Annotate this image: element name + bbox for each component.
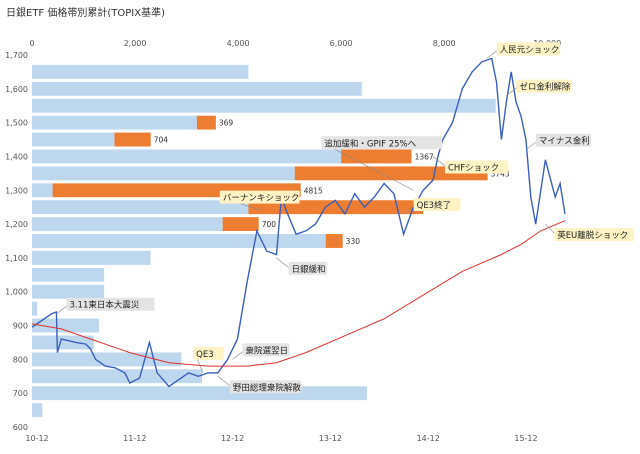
volume-bar-base (32, 403, 43, 418)
annotation-label: 英EU離脱ショック (557, 230, 628, 241)
annotation-box (242, 343, 290, 357)
volume-bar-added (248, 200, 424, 215)
volume-bar-label: 3743 (491, 169, 510, 178)
annotation-box (288, 261, 328, 275)
annotation-leader (276, 257, 291, 270)
volume-bar-base (32, 115, 197, 130)
annotation-box (219, 190, 300, 204)
x-bottom-tick-label: 11-12 (123, 434, 146, 443)
volume-bar-label: 704 (154, 136, 169, 145)
volume-bar-added (325, 234, 343, 248)
x-bottom-tick-label: 13-12 (319, 434, 342, 443)
volume-bar-base (32, 369, 203, 384)
y-tick-label: 1,200 (5, 220, 28, 229)
annotation-label: 追加緩和・GPIF 25%へ (324, 138, 416, 149)
volume-bar-base (32, 149, 342, 164)
annotation-label: 3.11東日本大震災 (69, 300, 139, 311)
annotation-box (413, 197, 461, 211)
annotation-label: 人民元ショック (500, 45, 560, 55)
annotation-leader (323, 143, 414, 191)
volume-bar-base (32, 64, 249, 79)
volume-bar-base (32, 132, 115, 147)
y-tick-label: 900 (13, 322, 28, 331)
average-line (31, 220, 566, 367)
x-top-tick-label: 4,000 (227, 39, 250, 48)
annotation-box (554, 228, 634, 242)
annotation-box (496, 42, 561, 56)
volume-bar-label: 700 (262, 220, 277, 229)
y-tick-label: 1,300 (5, 186, 28, 195)
annotation-box (535, 133, 592, 147)
volume-bar-base (32, 352, 182, 367)
annotation-label: CHFショック (448, 163, 499, 173)
volume-bar-label: 1367 (415, 152, 434, 161)
volume-bar-base (32, 183, 53, 198)
x-bottom-tick-label: 10-12 (25, 434, 48, 443)
annotation-box (229, 380, 302, 394)
annotation-box (321, 136, 443, 150)
volume-bar-base (32, 284, 105, 299)
y-tick-label: 1,600 (5, 85, 28, 94)
annotation-label: ゼロ金利解除 (519, 82, 571, 93)
y-tick-label: 800 (13, 355, 28, 364)
annotation-label: QE3 (196, 350, 213, 360)
x-top-tick-label: 0 (29, 39, 34, 48)
volume-bar-base (32, 166, 295, 181)
annotation-label: マイナス金利 (539, 136, 590, 147)
volume-bar-base (32, 267, 105, 282)
annotation-label: 日銀緩和 (291, 264, 325, 275)
volume-bar-label: 369 (219, 119, 234, 128)
annotation-label: 衆院選翌日 (245, 345, 288, 356)
x-top-tick-label: 8,000 (433, 39, 456, 48)
volume-bar-base (32, 318, 99, 333)
volume-bar-base (32, 386, 367, 401)
x-bottom-tick-label: 12-12 (221, 434, 244, 443)
volume-bar-base (32, 335, 94, 350)
chart-title: 日銀ETF 価格帯別累計(TOPIX基準) (6, 8, 165, 19)
annotation-box (193, 346, 224, 360)
volume-bar-base (32, 234, 326, 248)
annotation-box (444, 160, 509, 174)
annotation-label: 野田総理衆院解散 (233, 382, 302, 393)
y-tick-label: 1,100 (5, 254, 28, 263)
volume-bar-added (196, 115, 216, 130)
volume-bar-added (222, 217, 259, 232)
annotation-box (516, 79, 572, 93)
annotation-leader (217, 376, 233, 388)
annotation-label: バーナンキショック (223, 194, 300, 204)
volume-bar-base (32, 98, 496, 113)
price-line (31, 57, 566, 388)
x-top-tick-label: 6,000 (330, 39, 353, 48)
annotation-leader (432, 156, 448, 168)
y-tick-label: 1,000 (5, 288, 28, 297)
x-bottom-tick-label: 14-12 (417, 434, 440, 443)
volume-bar-label: 4815 (304, 186, 323, 195)
volume-bar-base (32, 250, 151, 265)
volume-bar-added (114, 132, 151, 147)
volume-bar-base (32, 301, 38, 316)
x-bottom-tick-label: 15-12 (514, 434, 537, 443)
y-tick-label: 1,500 (5, 119, 28, 128)
y-tick-label: 1,400 (5, 152, 28, 161)
volume-bar-added (294, 166, 488, 181)
annotation-label: QE3終了 (417, 200, 451, 211)
volume-bar-base (32, 217, 223, 232)
x-top-tick-label: 2,000 (124, 39, 147, 48)
volume-bar-base (32, 81, 362, 96)
annotation-box (66, 297, 155, 311)
volume-bar-base (32, 200, 249, 215)
volume-bar-label: 330 (346, 237, 361, 246)
y-tick-label: 600 (13, 423, 28, 432)
y-tick-label: 700 (13, 389, 28, 398)
volume-bar-added (341, 149, 412, 164)
y-tick-label: 1,700 (5, 51, 28, 60)
